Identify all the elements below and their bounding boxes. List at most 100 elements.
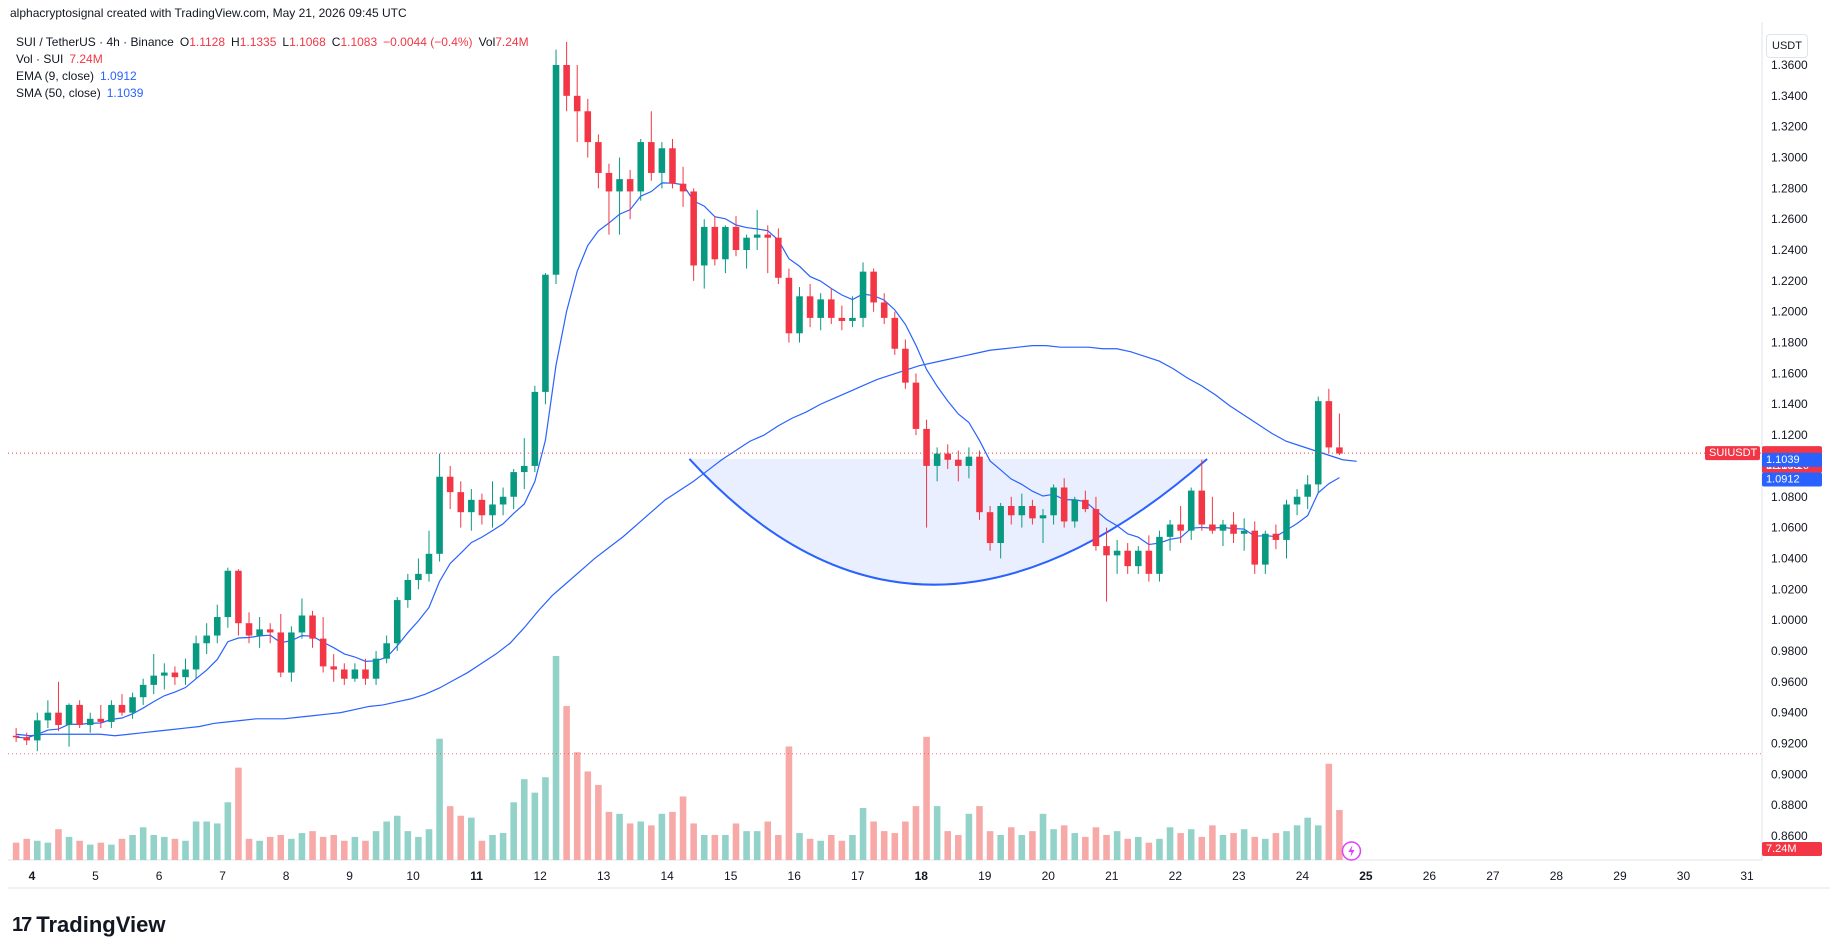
volume-bar bbox=[256, 840, 263, 860]
price-tick-label: 1.2600 bbox=[1771, 212, 1808, 226]
candle-body bbox=[1007, 506, 1015, 516]
volume-bar bbox=[1187, 829, 1195, 860]
price-tick-label: 1.1800 bbox=[1771, 336, 1808, 350]
candle-body bbox=[859, 271, 867, 318]
candle bbox=[1071, 496, 1079, 528]
candle bbox=[923, 419, 930, 528]
candle bbox=[97, 704, 105, 729]
legend-low-label: L bbox=[282, 35, 290, 49]
candle bbox=[457, 481, 465, 528]
tradingview-logo-text: TradingView bbox=[36, 912, 166, 937]
volume-badge: 7.24M bbox=[1762, 842, 1822, 856]
symbol-badge: SUIUSDT bbox=[1705, 446, 1760, 461]
volume-bar bbox=[1082, 836, 1089, 860]
candle-body bbox=[1039, 515, 1047, 519]
chart-legend: SUI / TetherUS · 4h · Binance O1.1128 H1… bbox=[16, 34, 529, 102]
candle-body bbox=[552, 65, 560, 275]
volume-bar bbox=[806, 838, 814, 860]
legend-close: 1.1083 bbox=[340, 35, 378, 49]
candle-body bbox=[23, 737, 30, 741]
candle-body bbox=[446, 476, 454, 493]
candle-body bbox=[362, 669, 369, 679]
volume-bar bbox=[595, 784, 602, 860]
candle-body bbox=[12, 735, 20, 738]
legend-high-label: H bbox=[231, 35, 240, 49]
volume-badge-text: 7.24M bbox=[1766, 843, 1797, 855]
candle bbox=[891, 311, 899, 355]
volume-bar bbox=[161, 836, 168, 860]
time-tick-label: 17 bbox=[851, 869, 865, 883]
legend-volume-row[interactable]: Vol · SUI 7.24M bbox=[16, 51, 529, 68]
candle bbox=[288, 626, 295, 682]
sma-indicator-value: 1.1039 bbox=[106, 86, 144, 100]
candle-body bbox=[341, 669, 348, 679]
legend-ema-row[interactable]: EMA (9, close) 1.0912 bbox=[16, 68, 529, 85]
time-tick-label: 15 bbox=[724, 869, 738, 883]
candle bbox=[393, 596, 401, 651]
candle-body bbox=[1145, 550, 1153, 574]
volume-bar bbox=[1262, 838, 1269, 860]
volume-bar bbox=[933, 806, 941, 860]
volume-bar bbox=[341, 840, 348, 860]
tradingview-logo[interactable]: 17 TradingView bbox=[12, 912, 165, 938]
candle bbox=[478, 493, 486, 525]
ema-price-badge-bg bbox=[1762, 472, 1822, 487]
legend-symbol-row: SUI / TetherUS · 4h · Binance O1.1128 H1… bbox=[16, 34, 529, 51]
candle bbox=[76, 700, 83, 729]
candle-body bbox=[65, 704, 73, 725]
time-tick-label: 10 bbox=[406, 869, 420, 883]
currency-selector[interactable]: USDT bbox=[1766, 34, 1808, 58]
volume-bar bbox=[1304, 817, 1311, 860]
time-tick-label: 14 bbox=[661, 869, 675, 883]
candle-body bbox=[266, 629, 274, 633]
volume-bar bbox=[415, 836, 422, 860]
candle-body bbox=[1166, 524, 1174, 537]
time-tick-label: 5 bbox=[92, 869, 99, 883]
time-tick-label: 11 bbox=[470, 869, 483, 883]
chart-header: alphacryptosignal created with TradingVi… bbox=[10, 6, 407, 20]
candle bbox=[1166, 519, 1174, 551]
candle-body bbox=[584, 111, 592, 143]
ema-indicator-label: EMA (9, close) bbox=[16, 69, 95, 83]
sma-line bbox=[16, 345, 1357, 737]
candle-body bbox=[1251, 530, 1259, 565]
candle bbox=[351, 663, 359, 682]
candle-body bbox=[1293, 496, 1301, 505]
candle bbox=[880, 293, 888, 325]
legend-low: 1.1068 bbox=[289, 35, 326, 49]
symbol-badge-bg bbox=[1705, 446, 1760, 461]
ema-line bbox=[16, 182, 1340, 739]
price-tick-label: 0.9200 bbox=[1771, 736, 1808, 750]
candle-body bbox=[1336, 447, 1343, 454]
candle-body bbox=[76, 704, 83, 725]
candle-body bbox=[108, 704, 115, 722]
price-tick-label: 1.2200 bbox=[1771, 274, 1808, 288]
legend-symbol[interactable]: SUI / TetherUS · 4h · Binance bbox=[16, 35, 174, 49]
candle-body bbox=[1103, 546, 1110, 556]
volume-bar bbox=[859, 808, 867, 860]
ema-indicator-value: 1.0912 bbox=[100, 69, 137, 83]
candle-body bbox=[849, 317, 856, 321]
legend-open: 1.1128 bbox=[189, 35, 226, 49]
candle-body bbox=[277, 632, 285, 673]
candle bbox=[1230, 512, 1237, 544]
volume-bar bbox=[923, 736, 930, 860]
volume-bar bbox=[330, 834, 337, 860]
volume-bar bbox=[1314, 825, 1322, 860]
candle-body bbox=[192, 643, 200, 670]
volume-bars bbox=[12, 656, 1343, 860]
candle bbox=[404, 573, 412, 608]
volume-bar bbox=[955, 834, 962, 860]
volume-bar bbox=[277, 834, 285, 860]
volume-bar bbox=[563, 706, 570, 860]
candle bbox=[1293, 489, 1301, 516]
legend-sma-row[interactable]: SMA (50, close) 1.1039 bbox=[16, 85, 529, 102]
volume-bar bbox=[213, 823, 221, 860]
candle bbox=[372, 650, 380, 685]
candle bbox=[743, 234, 750, 269]
candle bbox=[817, 293, 824, 331]
candle-body bbox=[224, 570, 232, 618]
candle-body bbox=[1325, 401, 1333, 448]
candle-body bbox=[1304, 484, 1311, 497]
